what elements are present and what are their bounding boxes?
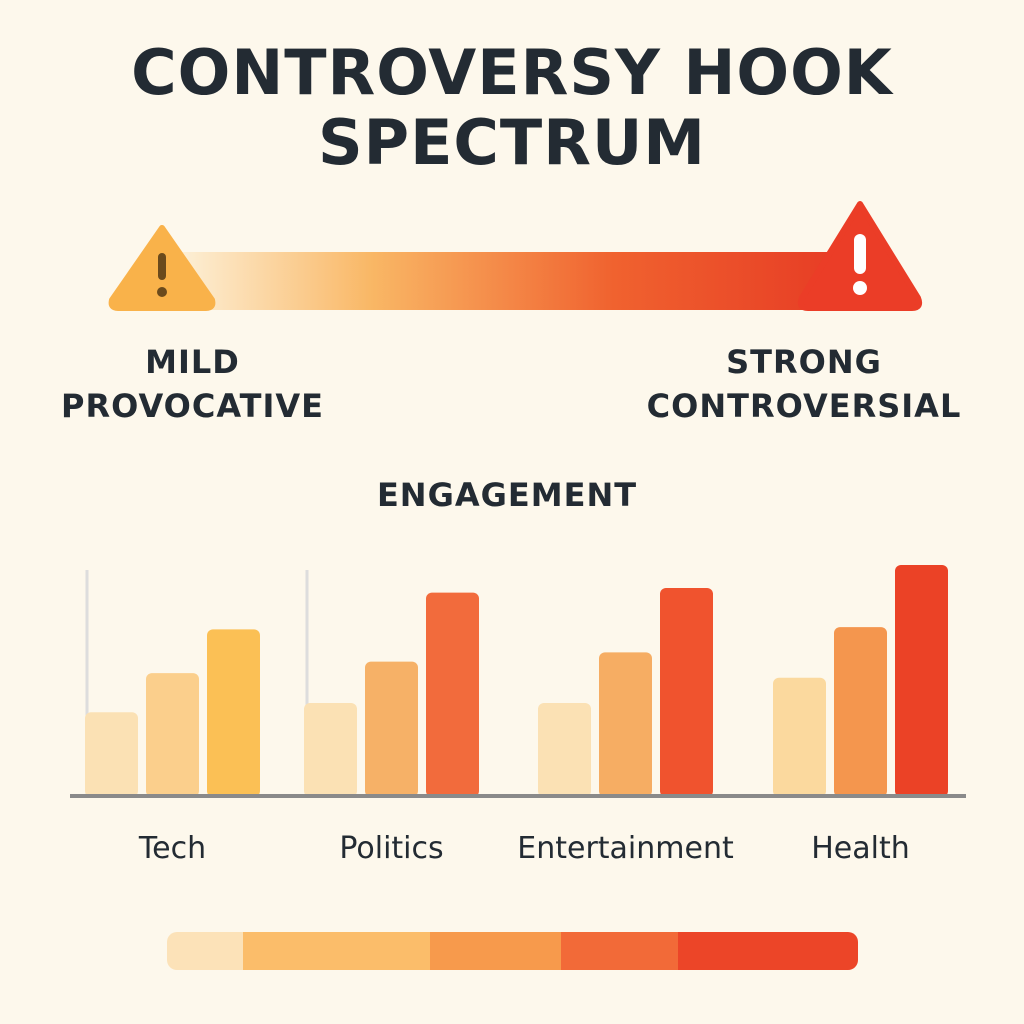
bar-tech-1 (85, 712, 138, 797)
bar-entertainment-2 (599, 652, 652, 797)
category-label-tech: Tech (138, 831, 206, 866)
bar-entertainment-3 (660, 588, 713, 797)
legend-segment-1 (167, 932, 244, 970)
category-label-health: Health (811, 831, 910, 866)
right-label-line-1: STRONG (726, 343, 882, 381)
bar-health-3 (895, 565, 948, 797)
category-label-politics: Politics (339, 831, 443, 866)
engagement-bar-chart: Tech Politics Entertainment Health (70, 565, 966, 866)
title-line-1: CONTROVERSY HOOK (131, 36, 893, 109)
strong-controversial-label: STRONG CONTROVERSIAL (640, 340, 968, 428)
bar-politics-1 (304, 703, 357, 797)
warning-triangle-icon (797, 201, 923, 311)
bar-tech-2 (146, 673, 199, 797)
legend-segment-4 (560, 932, 679, 970)
legend-segment-2 (243, 932, 430, 970)
right-label-line-2: CONTROVERSIAL (646, 387, 962, 425)
bar-politics-2 (365, 661, 418, 797)
spectrum-bar (165, 252, 855, 310)
bar-tech-3 (207, 629, 260, 797)
controversy-spectrum (108, 201, 923, 311)
mild-provocative-label: MILD PROVOCATIVE (50, 340, 335, 428)
bar-health-1 (773, 677, 826, 797)
bar-entertainment-1 (538, 703, 591, 797)
chart-title-main: CONTROVERSY HOOK SPECTRUM (0, 38, 1024, 178)
bar-politics-3 (426, 592, 479, 797)
engagement-title: ENGAGEMENT (376, 476, 638, 514)
legend-segment-3 (429, 932, 561, 970)
left-label-line-1: MILD (145, 343, 240, 381)
bar-health-2 (834, 627, 887, 797)
color-scale-legend (167, 932, 858, 970)
warning-triangle-icon (108, 225, 216, 311)
category-label-entertainment: Entertainment (517, 831, 734, 866)
legend-segment-5 (678, 932, 858, 970)
title-line-2: SPECTRUM (317, 106, 707, 179)
left-label-line-2: PROVOCATIVE (61, 387, 324, 425)
